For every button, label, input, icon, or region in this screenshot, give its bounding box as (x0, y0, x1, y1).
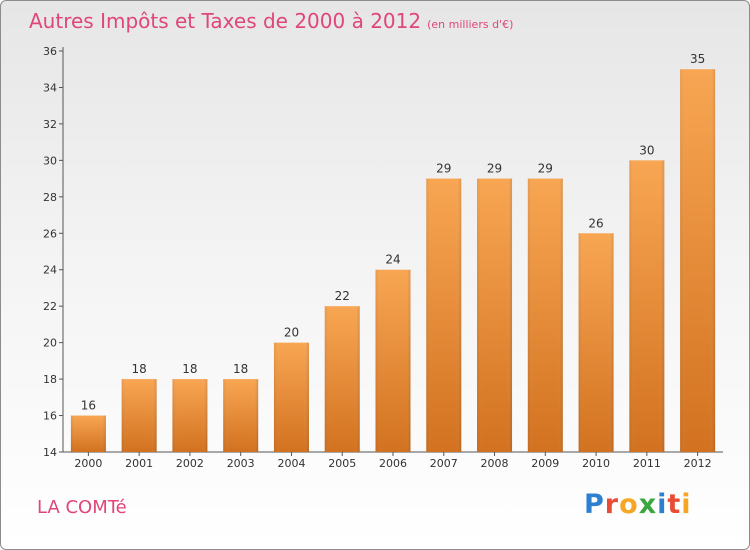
bar-shading (527, 178, 563, 452)
bar-value-label: 18 (132, 362, 147, 376)
x-tick-label: 2011 (633, 457, 661, 470)
x-tick-label: 2009 (531, 457, 559, 470)
y-tick-label: 22 (43, 300, 57, 313)
x-tick-label: 2006 (379, 457, 407, 470)
logo-letter: i (657, 489, 668, 520)
bar-value-label: 26 (588, 216, 603, 230)
logo-letter: t (667, 489, 682, 520)
bar-shading (223, 379, 259, 452)
y-tick-label: 32 (43, 118, 57, 131)
y-tick-label: 16 (43, 410, 57, 423)
bars-group (70, 69, 716, 453)
x-tick-label: 2003 (227, 457, 255, 470)
y-tick-label: 18 (43, 373, 57, 386)
y-tick-label: 34 (43, 81, 57, 94)
logo-letter: i (681, 489, 692, 520)
bar-shading (477, 178, 513, 452)
x-tick-label: 2008 (481, 457, 509, 470)
y-tick-label: 24 (43, 264, 57, 277)
bar-value-label: 29 (538, 162, 553, 176)
logo-letter: o (619, 489, 639, 520)
y-tick-label: 20 (43, 337, 57, 350)
bar-shading (273, 342, 309, 452)
x-tick-label: 2004 (277, 457, 305, 470)
bar-value-label: 30 (639, 143, 654, 157)
bar-shading (172, 379, 208, 452)
logo-letter: r (604, 489, 620, 520)
bar-value-label: 35 (690, 52, 705, 66)
bar-value-label: 29 (436, 162, 451, 176)
bar-value-label: 24 (385, 253, 400, 267)
y-tick-label: 28 (43, 191, 57, 204)
logo-letter: x (638, 489, 658, 520)
bar-value-label: 22 (335, 289, 350, 303)
bar-value-label: 16 (81, 399, 96, 413)
bar-value-label: 29 (487, 162, 502, 176)
chart-title: Autres Impôts et Taxes de 2000 à 2012 (en… (29, 9, 513, 33)
x-tick-label: 2005 (328, 457, 356, 470)
bar-value-label: 18 (182, 362, 197, 376)
bar-shading (375, 269, 411, 452)
x-tick-label: 2007 (430, 457, 458, 470)
logo-letter: P (584, 489, 605, 520)
bar-shading (680, 69, 716, 453)
x-tick-label: 2002 (176, 457, 204, 470)
value-labels-group: 16 18 18 18 20 22 24 29 29 29 26 30 35 (81, 52, 706, 412)
x-tick-label: 2010 (582, 457, 610, 470)
x-tick-label: 2000 (74, 457, 102, 470)
bar-shading (324, 306, 360, 452)
bar-shading (578, 233, 614, 452)
y-tick-label: 14 (43, 446, 57, 459)
y-tick-label: 30 (43, 154, 57, 167)
proxiti-logo[interactable]: Proxiti (584, 489, 692, 520)
y-tick-label: 26 (43, 227, 57, 240)
bar-value-label: 18 (233, 362, 248, 376)
bar-shading (629, 160, 665, 452)
x-tick-label: 2012 (684, 457, 712, 470)
bar-shading (426, 178, 462, 452)
x-tick-label: 2001 (125, 457, 153, 470)
bar-shading (70, 415, 106, 452)
chart-subtitle: (en milliers d'€) (427, 18, 514, 31)
bar-shading (121, 379, 157, 452)
bar-value-label: 20 (284, 326, 299, 340)
y-tick-label: 36 (43, 45, 57, 58)
commune-name: LA COMTé (37, 497, 127, 518)
chart-title-text: Autres Impôts et Taxes de 2000 à 2012 (29, 9, 422, 33)
axes-group: 14 16 18 20 22 24 26 28 30 32 34 36 2000 2001 2002 2003… (43, 45, 723, 470)
